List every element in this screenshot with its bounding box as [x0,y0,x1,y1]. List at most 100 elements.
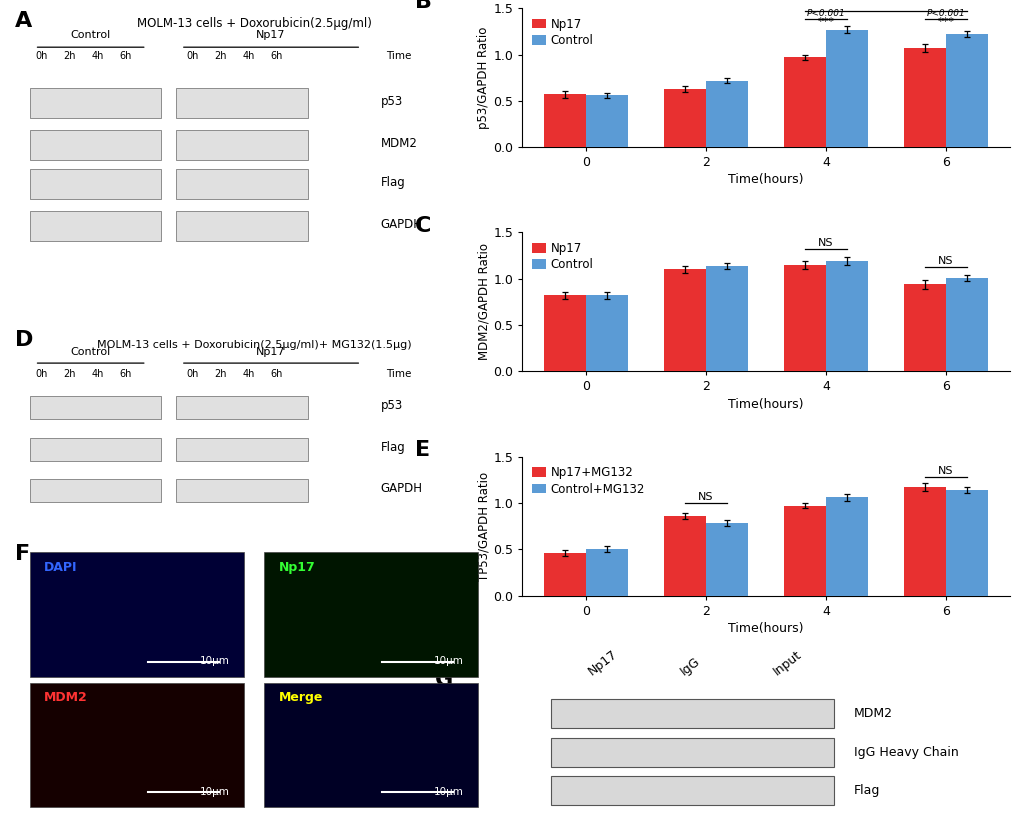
FancyBboxPatch shape [176,211,308,241]
Text: NS: NS [817,238,833,248]
Text: NS: NS [937,256,953,266]
Text: ***: *** [936,16,953,27]
Bar [903,487,945,595]
Text: 4h: 4h [243,369,255,378]
Text: 0h: 0h [36,369,48,378]
Text: MOLM-13 cells + Doxorubicin(2.5μg/ml): MOLM-13 cells + Doxorubicin(2.5μg/ml) [137,17,371,30]
Text: Control: Control [70,347,111,357]
FancyBboxPatch shape [30,553,244,677]
FancyBboxPatch shape [30,682,244,807]
Bar [705,523,747,595]
Text: 0h: 0h [186,51,199,62]
Text: MOLM-13 cells + Doxorubicin(2.5μg/ml)+ MG132(1.5μg): MOLM-13 cells + Doxorubicin(2.5μg/ml)+ M… [97,340,411,350]
Text: DAPI: DAPI [44,561,77,574]
Legend: Np17, Control: Np17, Control [528,14,596,51]
Text: P<0.001: P<0.001 [925,9,964,18]
Text: 4h: 4h [92,51,104,62]
Text: MDM2: MDM2 [380,136,417,149]
Text: MDM2: MDM2 [44,690,88,704]
Text: G: G [434,670,452,690]
Bar [945,34,986,147]
Text: 2h: 2h [214,51,227,62]
Text: A: A [15,11,33,31]
Bar [544,296,586,371]
FancyBboxPatch shape [176,88,308,117]
Text: 4h: 4h [92,369,104,378]
Bar [784,57,825,147]
Bar [663,269,705,371]
Y-axis label: MDM2/GAPDH Ratio: MDM2/GAPDH Ratio [477,243,490,360]
Text: NS: NS [698,492,713,502]
Text: Merge: Merge [278,690,322,704]
FancyBboxPatch shape [176,168,308,199]
Text: Input: Input [770,648,803,678]
Text: F: F [15,544,31,564]
FancyBboxPatch shape [176,479,308,502]
Legend: Np17, Control: Np17, Control [528,238,596,275]
Text: 2h: 2h [63,369,75,378]
X-axis label: Time(hours): Time(hours) [728,397,803,410]
FancyBboxPatch shape [551,699,834,728]
Bar [825,30,867,147]
Text: 10μm: 10μm [200,656,229,667]
Bar [903,48,945,147]
Text: E: E [415,440,430,460]
Text: GAPDH: GAPDH [380,218,422,231]
Text: GAPDH: GAPDH [380,482,422,495]
Text: 10μm: 10μm [200,787,229,796]
Text: Np17: Np17 [278,561,315,574]
Bar [705,266,747,371]
FancyBboxPatch shape [176,396,308,419]
Legend: Np17+MG132, Control+MG132: Np17+MG132, Control+MG132 [528,462,648,499]
Text: B: B [415,0,431,11]
Bar [784,265,825,371]
FancyBboxPatch shape [264,553,478,677]
Text: p53: p53 [380,399,403,412]
Text: Flag: Flag [380,176,406,189]
Bar [586,296,628,371]
FancyBboxPatch shape [30,168,161,199]
Text: Flag: Flag [380,442,406,454]
FancyBboxPatch shape [30,130,161,159]
Bar [945,490,986,595]
Text: ***: *** [816,16,834,27]
X-axis label: Time(hours): Time(hours) [728,621,803,635]
Bar [784,506,825,595]
FancyBboxPatch shape [30,88,161,117]
FancyBboxPatch shape [176,130,308,159]
Text: p53: p53 [380,94,403,108]
Y-axis label: p53/GAPDH Ratio: p53/GAPDH Ratio [477,26,490,129]
FancyBboxPatch shape [551,776,834,805]
FancyBboxPatch shape [551,737,834,767]
Text: 6h: 6h [270,51,282,62]
X-axis label: Time(hours): Time(hours) [728,173,803,186]
Text: Time: Time [385,51,411,62]
Y-axis label: TP53/GAPDH Ratio: TP53/GAPDH Ratio [477,471,490,580]
Text: C: C [415,216,431,236]
FancyBboxPatch shape [30,396,161,419]
Bar [825,498,867,595]
Bar [945,277,986,371]
FancyBboxPatch shape [176,438,308,461]
Bar [544,94,586,147]
Text: 6h: 6h [119,369,131,378]
Bar [903,284,945,371]
Text: Np17: Np17 [256,30,285,40]
Text: Time: Time [385,369,411,378]
FancyBboxPatch shape [30,211,161,241]
Bar [663,89,705,147]
Text: 4h: 4h [243,51,255,62]
Text: 10μm: 10μm [433,787,464,796]
Bar [544,553,586,595]
FancyBboxPatch shape [30,438,161,461]
Bar [705,80,747,147]
Text: IgG Heavy Chain: IgG Heavy Chain [853,745,958,759]
Text: 0h: 0h [36,51,48,62]
Bar [825,261,867,371]
FancyBboxPatch shape [264,682,478,807]
Text: 10μm: 10μm [433,656,464,667]
Text: MDM2: MDM2 [853,707,892,720]
FancyBboxPatch shape [30,479,161,502]
Text: 2h: 2h [63,51,75,62]
Text: P<0.001: P<0.001 [806,9,845,18]
